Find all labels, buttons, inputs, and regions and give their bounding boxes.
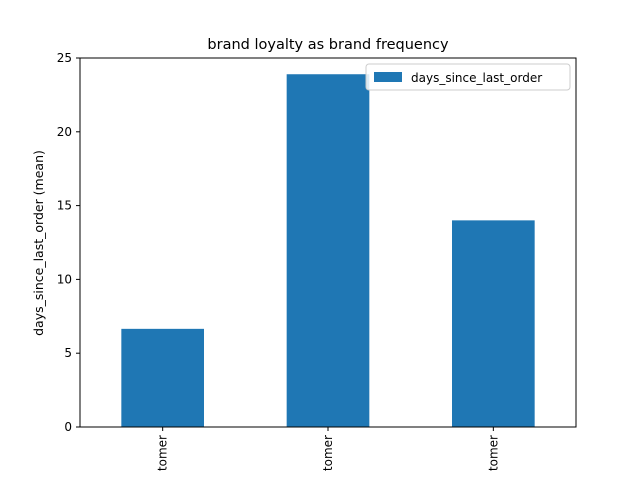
legend-swatch — [374, 72, 402, 82]
axes-layer: 0 5 10 15 20 25 tomer tomer tomer — [57, 51, 577, 471]
legend-label: days_since_last_order — [411, 71, 542, 85]
bar — [286, 74, 370, 428]
bars-layer — [121, 74, 535, 428]
legend: days_since_last_order — [365, 63, 571, 91]
legend-box — [365, 63, 571, 91]
y-tick-label: 10 — [57, 272, 72, 286]
x-tick-label: tomer — [321, 435, 335, 471]
y-tick-label: 15 — [57, 199, 72, 213]
chart-title: brand loyalty as brand frequency — [207, 37, 449, 53]
y-axis-label: days_since_last_order (mean) — [31, 150, 46, 336]
y-tick-label: 20 — [57, 125, 72, 139]
x-tick-label: tomer — [486, 435, 500, 471]
bar — [452, 220, 535, 427]
y-tick-label: 0 — [64, 420, 72, 434]
y-tick-label: 25 — [57, 51, 72, 65]
x-tick-label: tomer — [156, 435, 170, 471]
y-tick-label: 5 — [64, 346, 72, 360]
bar — [121, 328, 204, 427]
